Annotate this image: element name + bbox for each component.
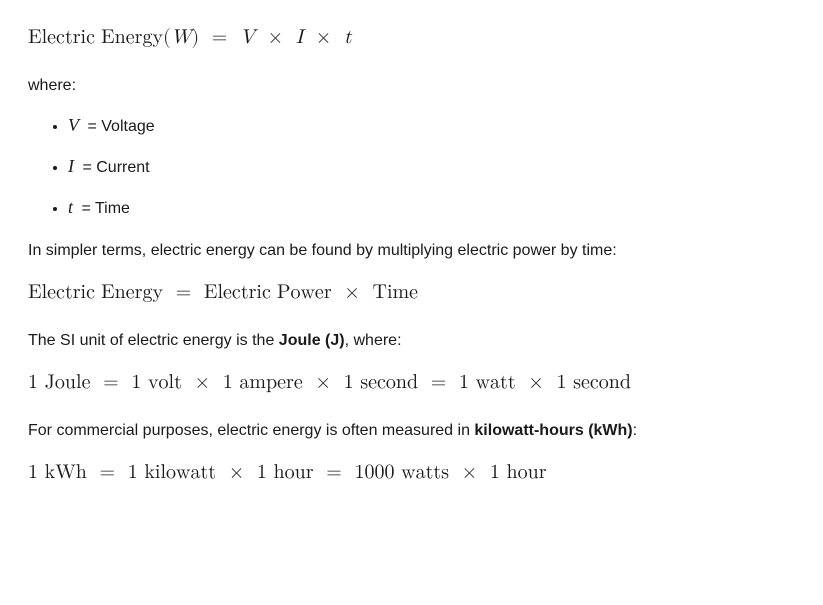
var-I: I: [296, 27, 303, 47]
formula-text: 1 kilowatt: [128, 462, 216, 482]
times-sign: ×: [268, 22, 284, 52]
document-body: ElectricEnergy(W) = V × I × t where: V =…: [0, 0, 823, 533]
def-eq: =: [87, 118, 96, 135]
paren: (: [163, 27, 171, 47]
eq-sign: =: [212, 22, 228, 52]
formula-text: 1000 watts: [354, 462, 449, 482]
def-desc: Current: [96, 159, 149, 176]
times-sign: ×: [229, 457, 245, 487]
definition-item: I = Current: [68, 153, 795, 180]
times-sign: ×: [462, 457, 478, 487]
def-var: V: [68, 115, 79, 135]
def-var: I: [68, 156, 74, 176]
eq-sign: =: [103, 367, 119, 397]
def-eq: =: [81, 200, 90, 217]
var-t: t: [344, 27, 352, 47]
def-desc: Voltage: [101, 118, 154, 135]
bold-term-joule: Joule (J): [279, 332, 345, 349]
var-V: V: [240, 27, 255, 47]
paragraph: In simpler terms, electric energy can be…: [28, 239, 795, 263]
formula-electric-energy-vit: Electric Energy(W) = V × I × t: [28, 22, 795, 52]
times-sign: ×: [528, 367, 544, 397]
formula-text: Electric: [28, 282, 95, 302]
formula-text: Electric: [204, 282, 271, 302]
formula-text: 1 hour: [257, 462, 314, 482]
times-sign: ×: [195, 367, 211, 397]
formula-text: Power: [277, 282, 332, 302]
formula-text: 1 ampere: [223, 372, 303, 392]
eq-sign: =: [100, 457, 116, 487]
var-W: W: [171, 27, 192, 47]
formula-text: 1 volt: [131, 372, 182, 392]
definition-item: V = Voltage: [68, 112, 795, 139]
text-run: , where:: [345, 332, 402, 349]
times-sign: ×: [316, 22, 332, 52]
text-run: :: [633, 422, 637, 439]
formula-text: Electric: [28, 27, 95, 47]
text-run: The SI unit of electric energy is the: [28, 332, 279, 349]
formula-text: 1 watt: [459, 372, 516, 392]
formula-text: 1 second: [556, 372, 631, 392]
where-label: where:: [28, 74, 795, 98]
formula-text: Energy: [101, 27, 163, 47]
formula-text: 1 second: [344, 372, 419, 392]
formula-energy-power-time: Electric Energy = Electric Power × Time: [28, 277, 795, 307]
definition-item: t = Time: [68, 194, 795, 221]
paragraph: For commercial purposes, electric energy…: [28, 419, 795, 443]
formula-text: 1 kWh: [28, 462, 87, 482]
paren: ): [191, 27, 199, 47]
def-desc: Time: [95, 200, 130, 217]
text-run: For commercial purposes, electric energy…: [28, 422, 474, 439]
def-eq: =: [82, 159, 91, 176]
eq-sign: =: [431, 367, 447, 397]
formula-kwh-definition: 1 kWh = 1 kilowatt × 1 hour = 1000 watts…: [28, 457, 795, 487]
times-sign: ×: [315, 367, 331, 397]
paragraph: The SI unit of electric energy is the Jo…: [28, 329, 795, 353]
formula-text: 1 hour: [490, 462, 547, 482]
bold-term-kwh: kilowatt-hours (kWh): [474, 422, 632, 439]
def-var: t: [68, 197, 73, 217]
formula-text: 1 Joule: [28, 372, 90, 392]
definitions-list: V = Voltage I = Current t = Time: [28, 112, 795, 221]
eq-sign: =: [326, 457, 342, 487]
times-sign: ×: [344, 277, 360, 307]
formula-text: Time: [373, 282, 419, 302]
eq-sign: =: [176, 277, 192, 307]
formula-text: Energy: [101, 282, 163, 302]
formula-joule-definition: 1 Joule = 1 volt × 1 ampere × 1 second =…: [28, 367, 795, 397]
